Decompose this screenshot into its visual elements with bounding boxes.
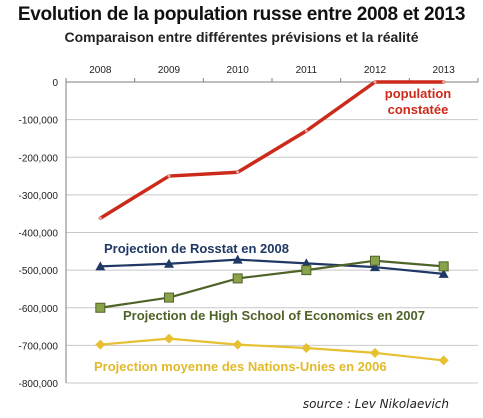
series-label-observed: constatée (388, 102, 449, 117)
x-tick-label: 2011 (296, 65, 318, 76)
data-point (232, 254, 243, 264)
data-point (442, 80, 446, 84)
x-tick-label: 2008 (89, 65, 112, 76)
x-tick-label: 2013 (433, 65, 456, 76)
data-point (164, 258, 174, 268)
data-point (167, 174, 171, 178)
series-label-hse: Projection de High School of Economics e… (123, 308, 425, 323)
series-label-observed: population (385, 86, 451, 101)
series-line (99, 258, 445, 275)
data-point (301, 343, 312, 354)
data-point (438, 355, 449, 366)
x-tick-label: 2010 (227, 65, 250, 76)
y-tick-label: 0 (52, 78, 58, 89)
y-tick-label: -300,000 (19, 191, 59, 202)
y-tick-label: -500,000 (19, 266, 59, 277)
data-point (301, 265, 312, 276)
chart-title: Evolution de la population russe entre 2… (17, 4, 466, 25)
series-1 (95, 254, 449, 278)
axes: 0 -100,000 -200,000 -300,000 -400,000 -500,00… (19, 65, 479, 390)
data-point (98, 216, 102, 220)
data-point (164, 292, 174, 303)
series-lines (95, 80, 449, 366)
series-line (98, 80, 446, 220)
series-label-un: Projection moyenne des Nations-Unies en … (94, 359, 387, 374)
y-tick-label: -200,000 (19, 153, 59, 164)
x-tick-label: 2009 (158, 65, 181, 76)
data-point (370, 255, 380, 266)
y-tick-label: -400,000 (19, 229, 59, 240)
data-point (164, 333, 174, 344)
series-3 (95, 333, 449, 366)
data-point (304, 129, 308, 133)
data-point (95, 261, 106, 271)
y-tick-label: -600,000 (19, 304, 59, 315)
data-point (370, 262, 380, 272)
series-0 (98, 80, 446, 220)
data-point (438, 261, 449, 272)
source-credit: source : Lev Nikolaevich (302, 397, 449, 411)
series-label-rosstat: Projection de Rosstat en 2008 (104, 241, 289, 256)
data-point (95, 339, 106, 350)
y-tick-label: -700,000 (19, 341, 59, 352)
y-tick-label: -800,000 (19, 379, 59, 390)
series-line (99, 337, 445, 362)
data-point (236, 170, 240, 174)
y-tick-label: -100,000 (19, 116, 59, 127)
data-point (95, 302, 106, 313)
series-2 (95, 255, 449, 313)
chart-subtitle: Comparaison entre différentes prévisions… (64, 29, 419, 45)
data-point (301, 258, 312, 268)
data-point (232, 273, 243, 284)
data-point (232, 339, 243, 350)
series-line (99, 259, 445, 309)
data-point (438, 268, 449, 278)
data-point (373, 80, 377, 84)
x-tick-label: 2012 (364, 65, 387, 76)
data-point (370, 347, 380, 358)
grid-lines (66, 81, 478, 384)
